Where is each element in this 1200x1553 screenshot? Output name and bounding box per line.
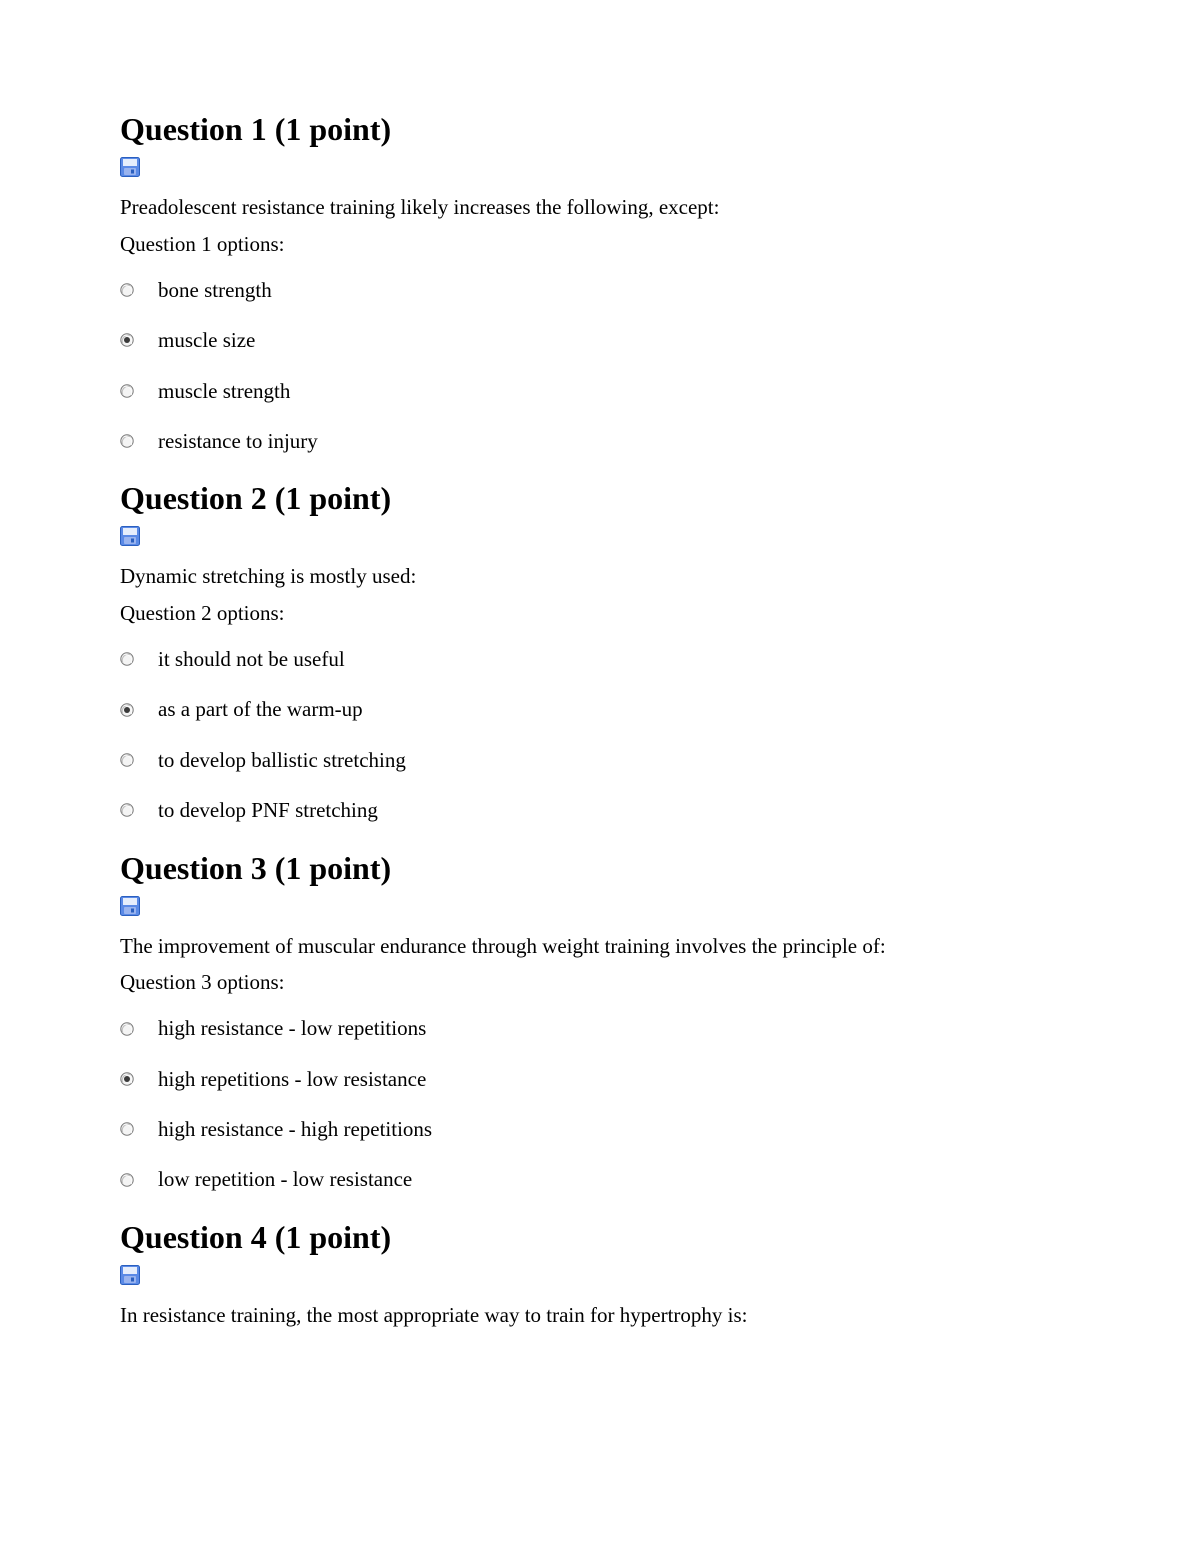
question-block: Question 4 (1 point) In resistance train… [120,1216,1080,1330]
option-row: to develop PNF stretching [120,796,1080,824]
radio-button[interactable] [120,803,158,817]
option-row: muscle size [120,326,1080,354]
save-icon[interactable] [120,157,140,177]
options-label: Question 1 options: [120,230,1080,258]
options-label: Question 2 options: [120,599,1080,627]
radio-button[interactable] [120,753,158,767]
option-row: as a part of the warm-up [120,695,1080,723]
option-row: low repetition - low resistance [120,1165,1080,1193]
save-row [120,896,1080,916]
option-text: bone strength [158,276,1080,304]
option-text: it should not be useful [158,645,1080,673]
save-row [120,157,1080,177]
question-stem: In resistance training, the most appropr… [120,1301,1080,1329]
save-icon[interactable] [120,1265,140,1285]
quiz-page: Question 1 (1 point) Preadolescent resis… [0,0,1200,1553]
option-text: to develop PNF stretching [158,796,1080,824]
option-text: low repetition - low resistance [158,1165,1080,1193]
radio-button[interactable] [120,1022,158,1036]
option-text: high repetitions - low resistance [158,1065,1080,1093]
radio-button[interactable] [120,652,158,666]
save-row [120,1265,1080,1285]
option-row: to develop ballistic stretching [120,746,1080,774]
option-row: it should not be useful [120,645,1080,673]
radio-button[interactable] [120,1072,158,1086]
option-text: muscle size [158,326,1080,354]
option-row: resistance to injury [120,427,1080,455]
radio-button[interactable] [120,703,158,717]
option-text: resistance to injury [158,427,1080,455]
option-row: high resistance - low repetitions [120,1014,1080,1042]
question-block: Question 2 (1 point) Dynamic stretching … [120,477,1080,824]
question-title: Question 3 (1 point) [120,847,1080,890]
radio-button[interactable] [120,333,158,347]
question-stem: Dynamic stretching is mostly used: [120,562,1080,590]
save-icon[interactable] [120,896,140,916]
option-text: high resistance - high repetitions [158,1115,1080,1143]
question-block: Question 1 (1 point) Preadolescent resis… [120,108,1080,455]
question-stem: The improvement of muscular endurance th… [120,932,1080,960]
option-row: muscle strength [120,377,1080,405]
question-title: Question 2 (1 point) [120,477,1080,520]
option-text: muscle strength [158,377,1080,405]
option-text: high resistance - low repetitions [158,1014,1080,1042]
save-icon[interactable] [120,526,140,546]
question-title: Question 4 (1 point) [120,1216,1080,1259]
question-stem: Preadolescent resistance training likely… [120,193,1080,221]
radio-button[interactable] [120,283,158,297]
question-title: Question 1 (1 point) [120,108,1080,151]
radio-button[interactable] [120,1173,158,1187]
options-label: Question 3 options: [120,968,1080,996]
option-text: as a part of the warm-up [158,695,1080,723]
save-row [120,526,1080,546]
radio-button[interactable] [120,384,158,398]
option-row: bone strength [120,276,1080,304]
option-row: high repetitions - low resistance [120,1065,1080,1093]
question-block: Question 3 (1 point) The improvement of … [120,847,1080,1194]
radio-button[interactable] [120,434,158,448]
option-row: high resistance - high repetitions [120,1115,1080,1143]
option-text: to develop ballistic stretching [158,746,1080,774]
radio-button[interactable] [120,1122,158,1136]
